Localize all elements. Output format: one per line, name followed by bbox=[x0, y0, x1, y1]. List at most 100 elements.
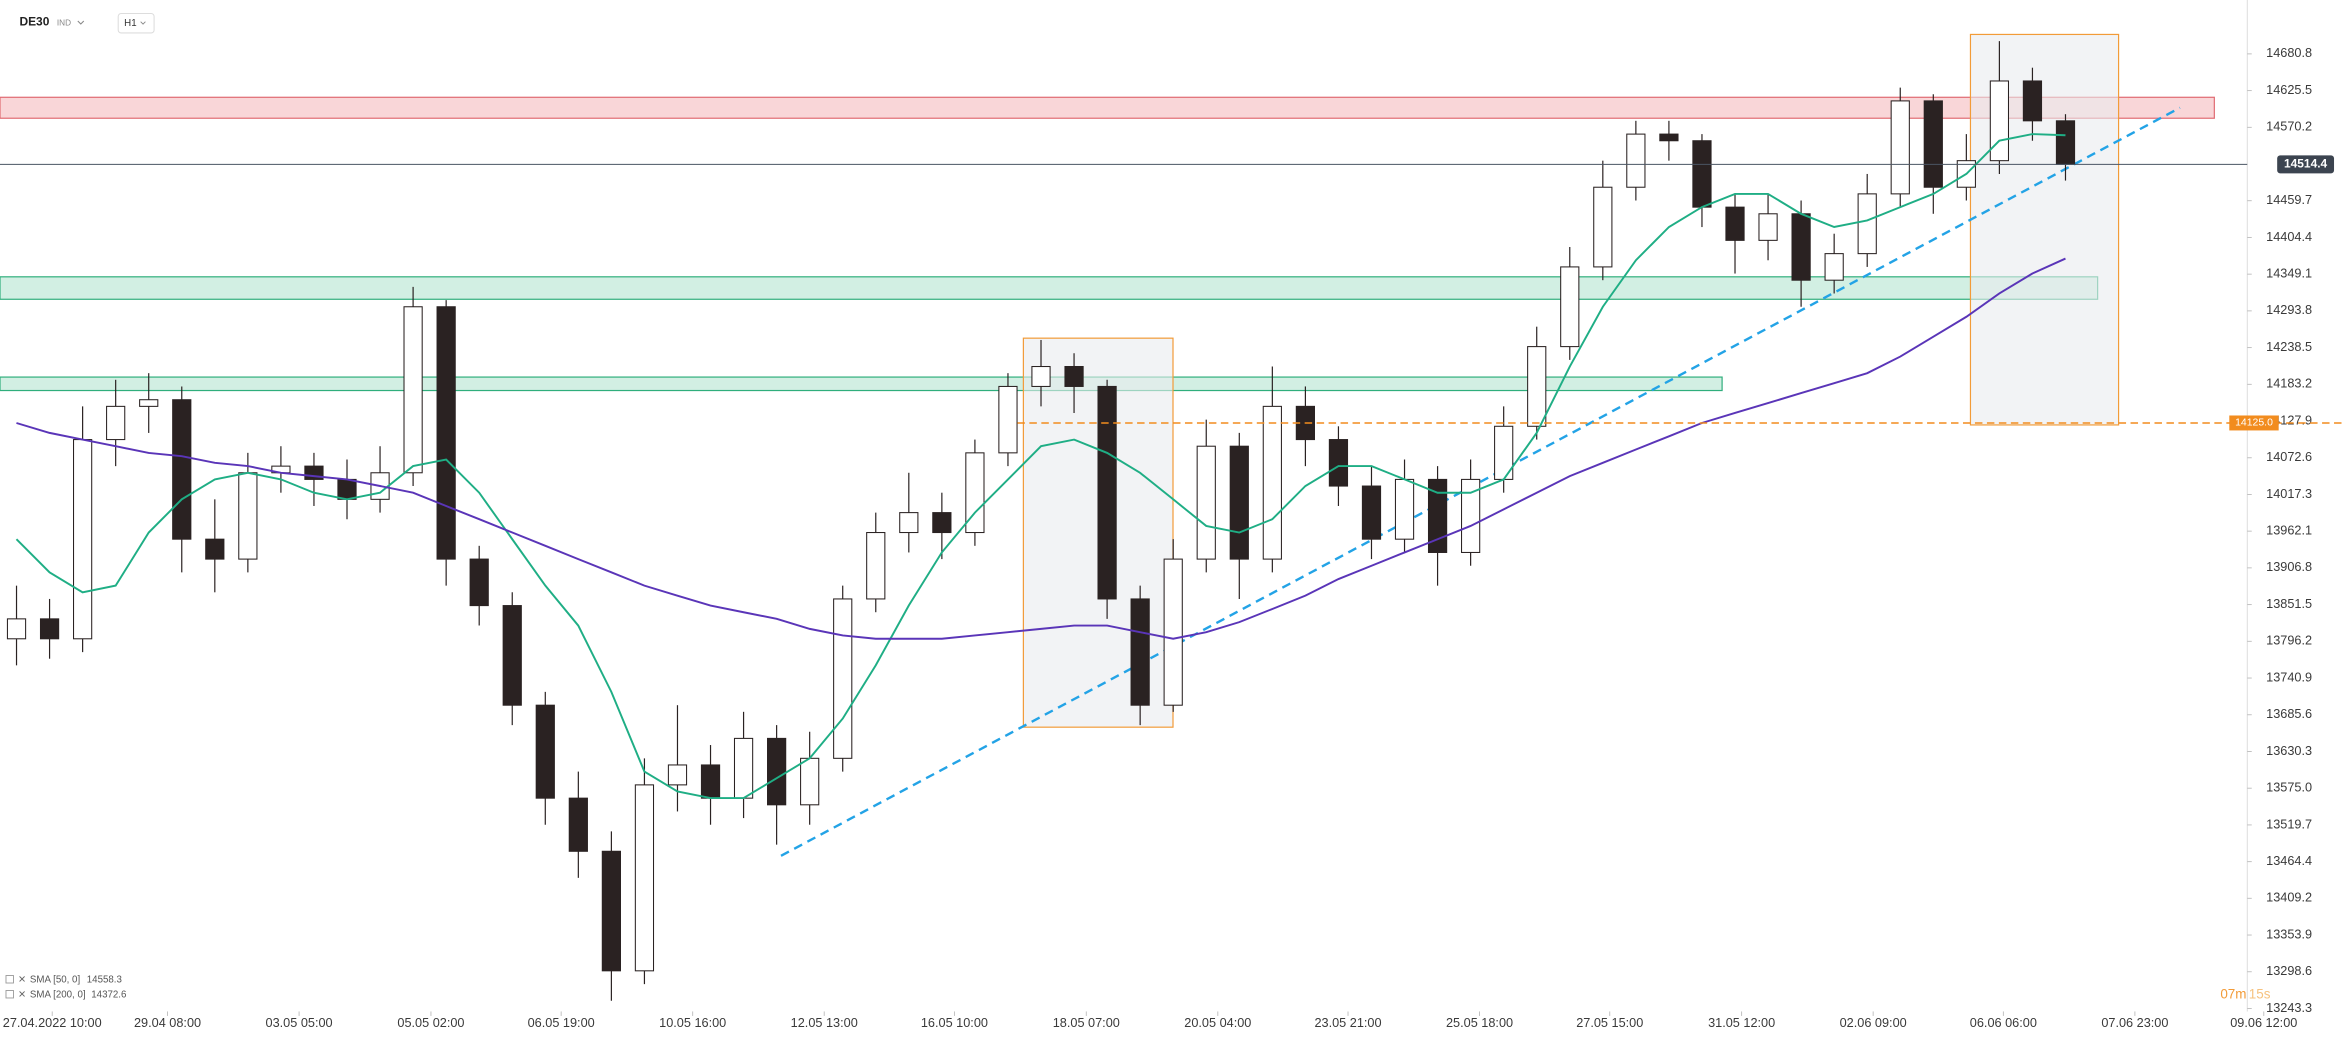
candle-body bbox=[502, 605, 522, 706]
x-tick-label: 27.05 15:00 bbox=[1576, 1015, 1643, 1030]
y-tick-label: 13906.8 bbox=[2266, 559, 2312, 574]
x-tick-label: 25.05 18:00 bbox=[1446, 1015, 1513, 1030]
candle-body bbox=[1427, 478, 1448, 553]
y-tick-label: 13409.2 bbox=[2266, 890, 2312, 905]
candle-body bbox=[1196, 445, 1216, 560]
y-tick-label: 13243.3 bbox=[2266, 1000, 2312, 1015]
y-tick-label: 14680.8 bbox=[2266, 45, 2312, 60]
legend: ✕ SMA [50, 0] 14558.3 ✕ SMA [200, 0] 143… bbox=[5, 975, 126, 1001]
x-tick-label: 20.05 04:00 bbox=[1184, 1015, 1251, 1030]
candle-body bbox=[469, 558, 489, 607]
y-tick-label: 13298.6 bbox=[2266, 963, 2312, 978]
symbol: DE30 bbox=[19, 15, 49, 29]
candle-body bbox=[39, 618, 60, 640]
candle-body bbox=[1361, 485, 1382, 540]
x-tick-label: 27.04.2022 10:00 bbox=[3, 1015, 102, 1030]
candle-body bbox=[899, 512, 919, 534]
y-tick-label: 14459.7 bbox=[2266, 192, 2312, 207]
candle-body bbox=[601, 850, 621, 972]
x-tick-label: 09.06 12:00 bbox=[2230, 1015, 2297, 1030]
candle-body bbox=[1097, 385, 1117, 600]
y-tick-label: 14017.3 bbox=[2266, 486, 2312, 501]
y-tick-label: 13575.0 bbox=[2266, 780, 2312, 795]
candle-body bbox=[535, 704, 555, 799]
candle-body bbox=[1031, 365, 1051, 387]
sma-lines bbox=[15, 133, 2066, 800]
legend-value: 14558.3 bbox=[87, 975, 122, 986]
dropdown-arrow bbox=[140, 21, 146, 25]
y-tick-label: 13353.9 bbox=[2266, 926, 2312, 941]
candle-body bbox=[172, 399, 192, 540]
candle-body bbox=[568, 797, 588, 852]
sma-line bbox=[15, 133, 2066, 800]
x-tick-label: 02.06 09:00 bbox=[1840, 1015, 1907, 1030]
candle-body bbox=[1560, 266, 1580, 348]
candle-body bbox=[238, 472, 258, 560]
y-tick-label: 14349.1 bbox=[2266, 266, 2312, 281]
y-tick-label: 14183.2 bbox=[2266, 376, 2312, 391]
legend-icon bbox=[5, 990, 14, 999]
sma-line bbox=[16, 257, 2066, 640]
x-tick-label: 31.05 12:00 bbox=[1708, 1015, 1775, 1030]
legend-close[interactable]: ✕ bbox=[18, 975, 26, 986]
candle-body bbox=[767, 737, 787, 806]
candle-body bbox=[1130, 598, 1150, 706]
legend-label: SMA [50, 0] bbox=[30, 975, 80, 986]
candle-body bbox=[1725, 206, 1745, 241]
candle-body bbox=[667, 764, 688, 786]
candle-body bbox=[1593, 186, 1613, 268]
current-price-label: 14514.4 bbox=[2284, 157, 2328, 171]
y-tick-label: 13851.5 bbox=[2266, 596, 2312, 611]
candle-body bbox=[337, 478, 357, 500]
candle-body bbox=[1229, 445, 1249, 560]
trend-line bbox=[780, 106, 2181, 857]
legend-value: 14372.6 bbox=[91, 990, 126, 1001]
candle-body bbox=[2055, 120, 2076, 165]
candle-body bbox=[1692, 140, 1712, 208]
timeframe[interactable]: H1 bbox=[124, 18, 136, 29]
candle-body bbox=[1857, 193, 1877, 255]
y-tick-label: 13962.1 bbox=[2266, 523, 2312, 538]
candle-body bbox=[1394, 478, 1415, 540]
y-tick-label: 14072.6 bbox=[2266, 449, 2312, 464]
candle-body bbox=[866, 532, 886, 600]
legend-label: SMA [200, 0] bbox=[30, 990, 86, 1001]
candle-body bbox=[1461, 478, 1481, 553]
y-tick-label: 14238.5 bbox=[2266, 339, 2312, 354]
support-zone bbox=[0, 376, 1723, 392]
candle-body bbox=[1989, 80, 2010, 162]
legend-icon bbox=[5, 975, 14, 984]
x-tick-label: 10.05 16:00 bbox=[659, 1015, 726, 1030]
x-tick-label: 18.05 07:00 bbox=[1053, 1015, 1120, 1030]
y-tick-label: 13685.6 bbox=[2266, 706, 2312, 721]
y-tick-label: 13796.2 bbox=[2266, 633, 2312, 648]
legend-close[interactable]: ✕ bbox=[18, 990, 26, 1001]
candle-body bbox=[1163, 558, 1183, 706]
candle-body bbox=[1791, 213, 1811, 281]
y-tick-label: 13519.7 bbox=[2266, 816, 2312, 831]
current-price-badge bbox=[2277, 155, 2335, 174]
candle-body bbox=[2022, 80, 2043, 122]
y-tick-label: 14625.5 bbox=[2266, 82, 2312, 97]
x-tick-label: 03.05 05:00 bbox=[266, 1015, 333, 1030]
candle-body bbox=[1758, 213, 1778, 241]
candle-body bbox=[1328, 439, 1349, 487]
candle-body bbox=[106, 405, 126, 441]
y-tick-label: 14404.4 bbox=[2266, 229, 2312, 244]
x-tick-label: 07.06 23:00 bbox=[2101, 1015, 2168, 1030]
candle-body bbox=[634, 784, 655, 972]
timeframe-button[interactable] bbox=[117, 12, 155, 34]
candle-body bbox=[1626, 133, 1646, 188]
x-tick-label: 06.06 06:00 bbox=[1970, 1015, 2037, 1030]
candle-body bbox=[833, 598, 853, 759]
candle-body bbox=[998, 385, 1018, 454]
x-tick-label: 12.05 13:00 bbox=[791, 1015, 858, 1030]
highlight-box bbox=[1969, 33, 2120, 426]
overlays: 14514.4 14125.0 bbox=[0, 155, 2346, 431]
countdown-seconds: 15s bbox=[2249, 987, 2271, 1002]
y-tick-label: 14293.8 bbox=[2266, 302, 2312, 317]
candle-body bbox=[733, 737, 754, 799]
x-tick-label: 06.05 19:00 bbox=[528, 1015, 595, 1030]
y-tick-label: 14570.2 bbox=[2266, 119, 2312, 134]
